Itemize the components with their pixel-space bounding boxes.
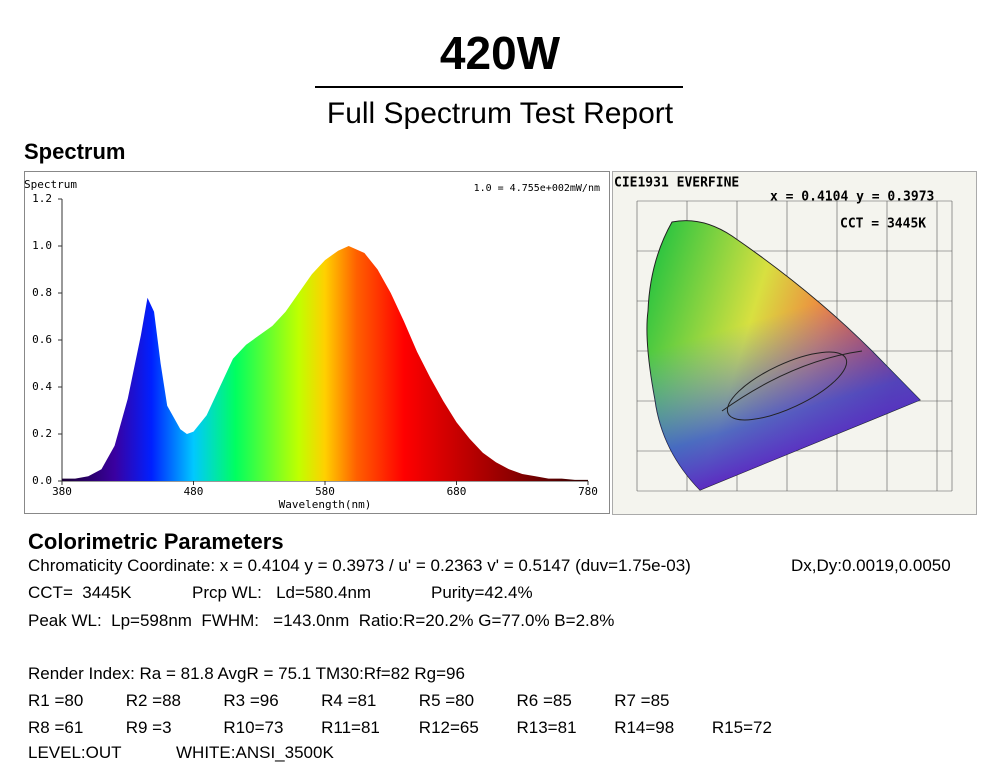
- parameter-text: R6 =85: [516, 691, 572, 710]
- y-tick-label: 0.0: [32, 474, 52, 487]
- spectrum-chart: Spectrum 1.0 = 4.755e+002mW/nm Wavelengt…: [24, 171, 610, 514]
- parameter-text: R8 =61: [28, 718, 84, 737]
- y-axis-title: Spectrum: [24, 178, 77, 191]
- chart-frame: [24, 171, 610, 514]
- parameter-text: Chromaticity Coordinate: x = 0.4104 y = …: [28, 556, 691, 575]
- parameter-text: R1 =80: [28, 691, 84, 710]
- y-tick-label: 1.2: [32, 192, 52, 205]
- parameter-text: CCT= 3445K: [28, 583, 132, 602]
- parameter-text: R14=98: [614, 718, 675, 737]
- parameter-text: R10=73: [223, 718, 284, 737]
- parameter-text: Purity=42.4%: [431, 583, 533, 602]
- subtitle: Full Spectrum Test Report: [326, 97, 674, 130]
- spectrum-area: [62, 246, 588, 481]
- parameter-text: R3 =96: [223, 691, 279, 710]
- annotation: 1.0 = 4.755e+002mW/nm: [474, 183, 600, 194]
- cie-diagram: CIE1931 EVERFINE x = 0.4104 y = 0.3973 C…: [612, 171, 977, 515]
- parameter-text: R7 =85: [614, 691, 670, 710]
- y-tick-label: 0.8: [32, 286, 52, 299]
- planckian-locus: [721, 350, 863, 412]
- parameter-text: R15=72: [711, 718, 772, 737]
- parameter-text: R2 =88: [125, 691, 181, 710]
- parameter-text: R4 =81: [321, 691, 377, 710]
- x-tick-label: 380: [52, 485, 72, 498]
- section-heading: Spectrum: [24, 139, 126, 164]
- title: 420W: [439, 27, 561, 79]
- planckian-region: [726, 351, 848, 421]
- diagram-cct: CCT = 3445K: [840, 217, 926, 232]
- parameter-text: R13=81: [516, 718, 577, 737]
- y-tick-label: 0.4: [32, 380, 52, 393]
- x-tick-label: 480: [184, 485, 204, 498]
- parameter-text: Prcp WL: Ld=580.4nm: [192, 583, 372, 602]
- x-tick-label: 580: [315, 485, 335, 498]
- x-tick-label: 780: [578, 485, 598, 498]
- parameter-text: WHITE:ANSI_3500K: [176, 743, 334, 762]
- parameter-text: R12=65: [418, 718, 479, 737]
- x-tick-label: 680: [447, 485, 467, 498]
- diagram-coordinates: x = 0.4104 y = 0.3973: [770, 190, 934, 205]
- parameter-text: Dx,Dy:0.0019,0.0050: [791, 556, 951, 575]
- title-rule: [315, 86, 683, 88]
- parameter-text: R11=81: [321, 718, 380, 737]
- parameter-text: R9 =3: [125, 718, 172, 737]
- diagram-title: CIE1931 EVERFINE: [614, 176, 739, 191]
- parameter-text: Peak WL: Lp=598nm FWHM: =143.0nm Ratio:R…: [28, 611, 615, 630]
- parameter-text: Render Index: Ra = 81.8 AvgR = 75.1 TM30…: [28, 664, 465, 683]
- parameter-text: R5 =80: [418, 691, 475, 710]
- parameter-text: LEVEL:OUT: [28, 743, 122, 762]
- y-tick-label: 1.0: [32, 239, 52, 252]
- section-heading: Colorimetric Parameters: [28, 529, 284, 554]
- x-axis-title: Wavelength(nm): [279, 498, 372, 511]
- y-tick-label: 0.2: [32, 427, 52, 440]
- chromaticity-blue: [646, 220, 920, 490]
- y-tick-label: 0.6: [32, 333, 52, 346]
